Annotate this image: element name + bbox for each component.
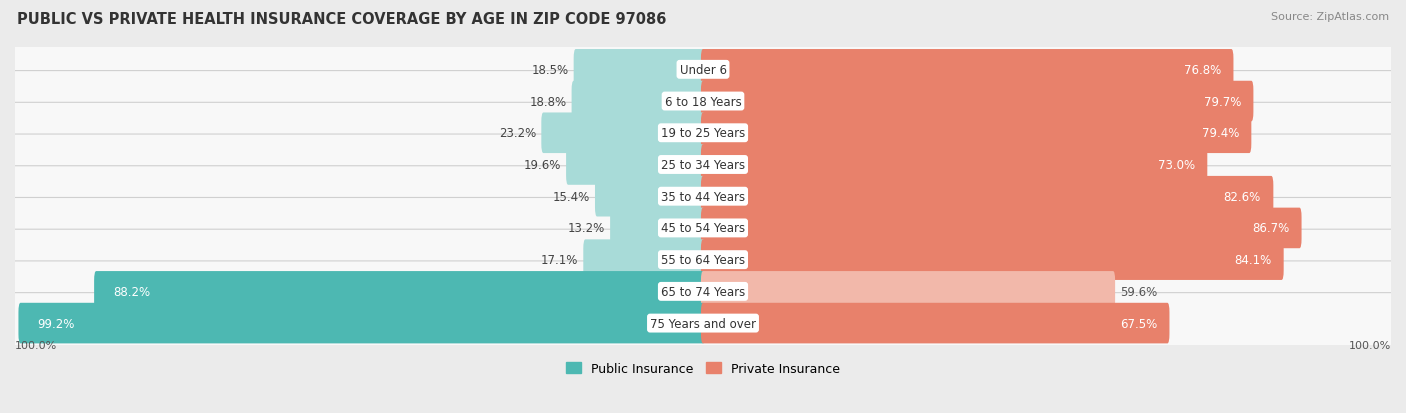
Text: 6 to 18 Years: 6 to 18 Years bbox=[665, 95, 741, 108]
Text: 100.0%: 100.0% bbox=[15, 340, 58, 350]
Text: 67.5%: 67.5% bbox=[1119, 317, 1157, 330]
FancyBboxPatch shape bbox=[11, 293, 1395, 354]
FancyBboxPatch shape bbox=[11, 198, 1395, 259]
FancyBboxPatch shape bbox=[11, 71, 1395, 132]
Text: 73.0%: 73.0% bbox=[1157, 159, 1195, 171]
FancyBboxPatch shape bbox=[94, 271, 704, 312]
FancyBboxPatch shape bbox=[11, 103, 1395, 164]
Text: 79.4%: 79.4% bbox=[1202, 127, 1239, 140]
FancyBboxPatch shape bbox=[702, 81, 1253, 122]
Text: 19 to 25 Years: 19 to 25 Years bbox=[661, 127, 745, 140]
FancyBboxPatch shape bbox=[702, 240, 1284, 280]
Text: 76.8%: 76.8% bbox=[1184, 64, 1220, 77]
FancyBboxPatch shape bbox=[572, 81, 704, 122]
Text: 15.4%: 15.4% bbox=[553, 190, 591, 203]
FancyBboxPatch shape bbox=[11, 230, 1395, 290]
FancyBboxPatch shape bbox=[11, 40, 1395, 100]
FancyBboxPatch shape bbox=[702, 145, 1208, 185]
FancyBboxPatch shape bbox=[567, 145, 704, 185]
Legend: Public Insurance, Private Insurance: Public Insurance, Private Insurance bbox=[567, 362, 839, 375]
Text: 18.5%: 18.5% bbox=[531, 64, 569, 77]
FancyBboxPatch shape bbox=[702, 113, 1251, 154]
FancyBboxPatch shape bbox=[702, 271, 1115, 312]
FancyBboxPatch shape bbox=[541, 113, 704, 154]
Text: 25 to 34 Years: 25 to 34 Years bbox=[661, 159, 745, 171]
Text: 18.8%: 18.8% bbox=[530, 95, 567, 108]
FancyBboxPatch shape bbox=[583, 240, 704, 280]
FancyBboxPatch shape bbox=[702, 303, 1170, 344]
Text: 75 Years and over: 75 Years and over bbox=[650, 317, 756, 330]
Text: 88.2%: 88.2% bbox=[114, 285, 150, 298]
FancyBboxPatch shape bbox=[574, 50, 704, 90]
Text: 35 to 44 Years: 35 to 44 Years bbox=[661, 190, 745, 203]
FancyBboxPatch shape bbox=[702, 208, 1302, 249]
Text: 100.0%: 100.0% bbox=[1348, 340, 1391, 350]
FancyBboxPatch shape bbox=[18, 303, 704, 344]
Text: 23.2%: 23.2% bbox=[499, 127, 537, 140]
FancyBboxPatch shape bbox=[702, 50, 1233, 90]
Text: 82.6%: 82.6% bbox=[1223, 190, 1261, 203]
FancyBboxPatch shape bbox=[11, 166, 1395, 227]
Text: 17.1%: 17.1% bbox=[541, 254, 578, 266]
FancyBboxPatch shape bbox=[11, 261, 1395, 322]
FancyBboxPatch shape bbox=[595, 176, 704, 217]
Text: 45 to 54 Years: 45 to 54 Years bbox=[661, 222, 745, 235]
Text: PUBLIC VS PRIVATE HEALTH INSURANCE COVERAGE BY AGE IN ZIP CODE 97086: PUBLIC VS PRIVATE HEALTH INSURANCE COVER… bbox=[17, 12, 666, 27]
Text: 55 to 64 Years: 55 to 64 Years bbox=[661, 254, 745, 266]
Text: Source: ZipAtlas.com: Source: ZipAtlas.com bbox=[1271, 12, 1389, 22]
Text: 13.2%: 13.2% bbox=[568, 222, 606, 235]
FancyBboxPatch shape bbox=[702, 176, 1274, 217]
FancyBboxPatch shape bbox=[610, 208, 704, 249]
Text: Under 6: Under 6 bbox=[679, 64, 727, 77]
Text: 59.6%: 59.6% bbox=[1121, 285, 1157, 298]
FancyBboxPatch shape bbox=[11, 135, 1395, 195]
Text: 86.7%: 86.7% bbox=[1251, 222, 1289, 235]
Text: 79.7%: 79.7% bbox=[1204, 95, 1241, 108]
Text: 19.6%: 19.6% bbox=[524, 159, 561, 171]
Text: 84.1%: 84.1% bbox=[1234, 254, 1271, 266]
Text: 99.2%: 99.2% bbox=[38, 317, 75, 330]
Text: 65 to 74 Years: 65 to 74 Years bbox=[661, 285, 745, 298]
